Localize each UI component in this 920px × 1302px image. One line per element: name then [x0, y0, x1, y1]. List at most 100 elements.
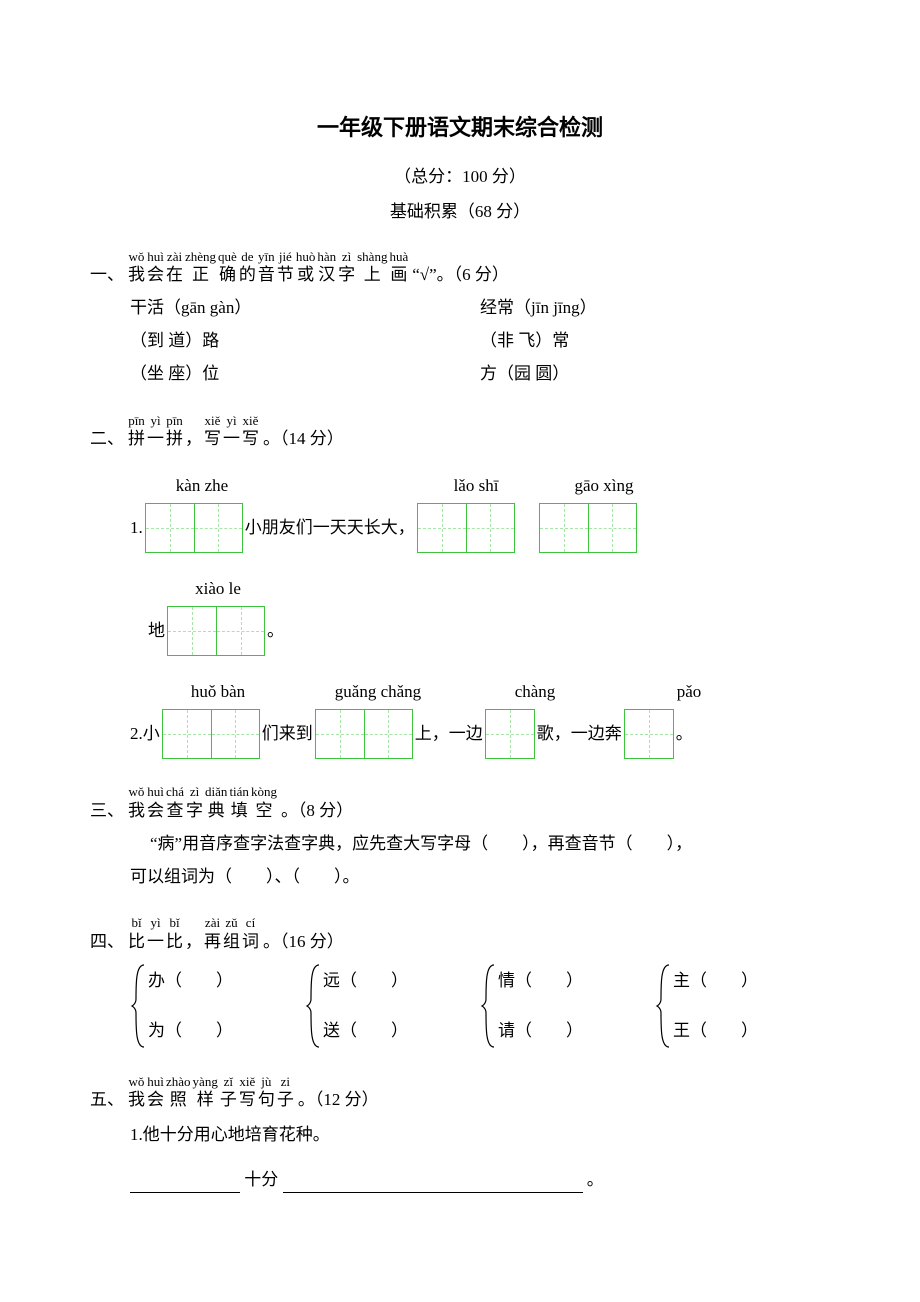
q3-text2: 可以组词为（ ）、（ ）。: [130, 863, 830, 890]
brace-items: 远（ ）送（ ）: [323, 963, 408, 1049]
hanzi: 子: [220, 1089, 237, 1111]
q1-row: （坐 座）位方（园 圆）: [130, 360, 830, 387]
pinyin: huì: [147, 785, 164, 799]
ruby-unit: bǐ比: [128, 916, 145, 952]
pinyin: zì: [342, 250, 351, 264]
q3-heading: 三、 wǒ我huì会chá查zì字diǎn典tián填kòng空 。（8 分）: [90, 777, 830, 821]
worksheet-page: 一年级下册语文期末综合检测 （总分：100 分） 基础积累（68 分） 一、 w…: [0, 0, 920, 1253]
q2-p-huoban: huǒ bàn: [166, 678, 270, 705]
section-label: 基础积累（68 分）: [90, 198, 830, 225]
q1-cell-left: 干活（gān gàn）: [130, 294, 480, 321]
hanzi: 典: [208, 800, 225, 822]
pinyin: yīn: [258, 250, 275, 264]
hanzi: 比: [166, 931, 183, 953]
hanzi: 或: [297, 264, 314, 286]
pinyin: hàn: [317, 250, 336, 264]
hanzi: 我: [128, 264, 145, 286]
q1-heading: 一、 wǒ我huì会zài在zhèng正què确de的yīn音jié节huò或h…: [90, 242, 830, 286]
pinyin: jù: [261, 1075, 271, 1089]
pinyin: wǒ: [129, 1075, 145, 1089]
q1-prefix: 一、: [90, 264, 124, 286]
tianzige: [417, 503, 515, 553]
q2-p-laoshi: lǎo shī: [424, 472, 528, 499]
pinyin: bǐ: [131, 916, 141, 930]
pinyin: wǒ: [129, 250, 145, 264]
q2-p-pao: pǎo: [662, 678, 716, 705]
hanzi: 音: [258, 264, 275, 286]
q2-p-chang: chàng: [508, 678, 562, 705]
hanzi: 写: [242, 428, 259, 450]
hanzi: 一: [147, 931, 164, 953]
hanzi: 一: [147, 428, 164, 450]
ruby-unit: zǔ组: [223, 916, 240, 952]
hanzi: ，: [185, 931, 202, 953]
pinyin: diǎn: [205, 785, 227, 799]
left-brace-icon: [130, 963, 148, 1049]
hanzi: 拼: [166, 428, 183, 450]
q4-prefix: 四、: [90, 931, 124, 953]
q2-line2-t0: 们来到: [262, 709, 313, 759]
pinyin: shàng: [357, 250, 387, 264]
ruby-unit: ，: [185, 414, 202, 450]
hanzi: 拼: [128, 428, 145, 450]
pinyin: bǐ: [169, 916, 179, 930]
q5-suffix: 。（12 分）: [298, 1089, 379, 1111]
q2-line2-t2: 歌，一边奔: [537, 709, 622, 759]
hanzi: 字: [186, 800, 203, 822]
q2-line1-num: 1.: [130, 503, 143, 553]
pinyin: pīn: [128, 414, 145, 428]
q2-line2-t3: 。: [676, 709, 693, 759]
q2-line2-t1: 上，一边: [415, 709, 483, 759]
q5-tail: 。: [587, 1170, 604, 1189]
hanzi: 查: [167, 800, 184, 822]
pinyin: [192, 414, 195, 428]
q1-cell-right: 经常（jīn jīng）: [480, 294, 830, 321]
q2-line1b: 地 。: [130, 606, 830, 656]
q2-line2-lead: 小: [143, 709, 160, 759]
pinyin: jié: [279, 250, 292, 264]
q1-suffix: “√”。（6 分）: [412, 264, 509, 286]
ruby-unit: zì字: [186, 785, 203, 821]
q2-line1: 1. 小朋友们一天天长大，: [130, 503, 830, 553]
pinyin: huà: [389, 250, 408, 264]
tianzige: [485, 709, 535, 759]
q2-line1-pinyin: kàn zhe lǎo shī gāo xìng: [130, 472, 830, 499]
hanzi: 句: [258, 1089, 275, 1111]
q2-line2-num: 2.: [130, 709, 143, 759]
pinyin: wǒ: [129, 785, 145, 799]
hanzi: 确: [219, 264, 236, 286]
ruby-unit: pīn拼: [128, 414, 145, 450]
ruby-unit: huì会: [147, 250, 164, 286]
hanzi: 节: [277, 264, 294, 286]
pinyin: huì: [147, 250, 164, 264]
q1-row: 干活（gān gàn）经常（jīn jīng）: [130, 294, 830, 321]
ruby-unit: wǒ我: [128, 250, 145, 286]
hanzi: 在: [166, 264, 183, 286]
pinyin: zǔ: [225, 916, 237, 930]
q2-line1b-lead: 地: [148, 606, 165, 656]
q1-row: （到 道）路（非 飞）常: [130, 327, 830, 354]
ruby-unit: wǒ我: [128, 1075, 145, 1111]
hanzi: 一: [223, 428, 240, 450]
ruby-unit: kòng空: [251, 785, 277, 821]
pinyin: de: [241, 250, 253, 264]
pinyin: xiě: [243, 414, 259, 428]
pinyin: yì: [226, 414, 236, 428]
q2-line2-pinyin: huǒ bàn guǎng chǎng chàng pǎo: [130, 678, 830, 705]
tianzige: [624, 709, 674, 759]
hanzi: 子: [277, 1089, 294, 1111]
q1-cell-right: （非 飞）常: [480, 327, 830, 354]
pinyin: cí: [246, 916, 255, 930]
ruby-unit: què确: [218, 250, 237, 286]
total-score: （总分：100 分）: [90, 163, 830, 190]
hanzi: 再: [204, 931, 221, 953]
q4-braces: 办（ ）为（ ）远（ ）送（ ）情（ ）请（ ）主（ ）王（ ）: [130, 963, 830, 1049]
q2-line2: 2. 小 们来到 上，一边 歌，一边奔 。: [130, 709, 830, 759]
brace-items: 主（ ）王（ ）: [673, 963, 758, 1049]
brace-group: 情（ ）请（ ）: [480, 963, 655, 1049]
hanzi: 我: [128, 1089, 145, 1111]
pinyin: zi: [281, 1075, 290, 1089]
q1-cell-left: （到 道）路: [130, 327, 480, 354]
pinyin: chá: [166, 785, 184, 799]
pinyin: yàng: [193, 1075, 218, 1089]
